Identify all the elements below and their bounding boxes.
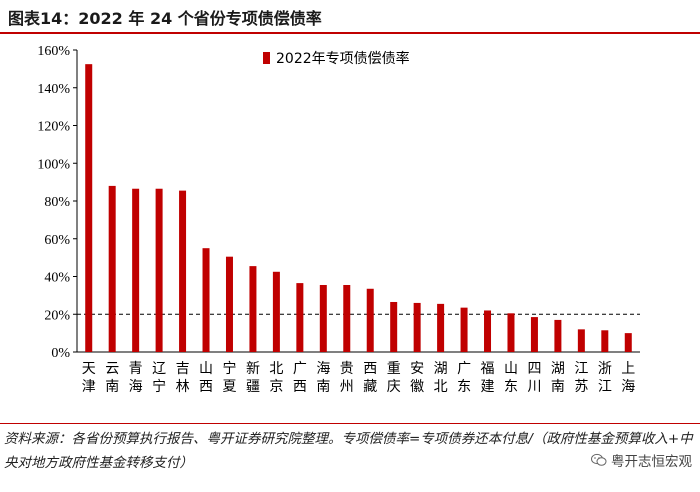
x-tick-label: 贵 bbox=[340, 361, 354, 377]
x-tick-label: 林 bbox=[176, 379, 190, 395]
x-tick-label: 疆 bbox=[246, 379, 260, 395]
bar bbox=[319, 284, 327, 352]
x-tick-label: 东 bbox=[504, 379, 518, 395]
bar-chart: 0%20%40%60%80%100%120%140%160% 天津云南青海辽宁吉… bbox=[37, 44, 640, 395]
x-tick-label: 湖 bbox=[551, 361, 565, 377]
x-tick-label: 广 bbox=[293, 361, 307, 377]
x-tick-label: 青 bbox=[129, 361, 143, 377]
wechat-icon bbox=[591, 453, 607, 466]
bar bbox=[413, 302, 421, 352]
bar bbox=[272, 271, 280, 352]
x-tick-label: 山 bbox=[504, 361, 518, 377]
watermark-text: 粤开志恒宏观 bbox=[611, 454, 692, 470]
x-tick-label: 四 bbox=[527, 361, 541, 377]
y-tick-label: 120% bbox=[37, 120, 70, 135]
bar bbox=[460, 307, 468, 352]
x-tick-label: 南 bbox=[551, 379, 565, 395]
x-tick-label: 江 bbox=[598, 379, 612, 395]
x-tick-label: 海 bbox=[621, 379, 635, 395]
y-tick-label: 100% bbox=[37, 157, 70, 172]
x-tick-label: 西 bbox=[293, 379, 307, 395]
bar bbox=[249, 266, 257, 352]
x-tick-label: 北 bbox=[434, 379, 448, 395]
x-tick-label: 广 bbox=[457, 361, 471, 377]
bar bbox=[179, 190, 187, 352]
x-tick-label: 东 bbox=[457, 379, 471, 395]
y-tick-label: 20% bbox=[44, 308, 70, 323]
legend-label: 2022年专项债偿债率 bbox=[276, 50, 410, 67]
bar bbox=[390, 301, 398, 352]
bar bbox=[108, 185, 116, 352]
x-tick-label: 津 bbox=[82, 379, 96, 395]
x-tick-label: 南 bbox=[105, 379, 119, 395]
footnote-divider bbox=[0, 423, 700, 424]
y-tick-label: 0% bbox=[51, 346, 70, 361]
y-tick-label: 80% bbox=[44, 195, 70, 210]
x-tick-label: 庆 bbox=[387, 379, 401, 395]
x-tick-label: 北 bbox=[269, 361, 283, 377]
x-tick-label: 苏 bbox=[574, 379, 588, 395]
watermark: 粤开志恒宏观 bbox=[587, 450, 692, 470]
bar bbox=[601, 330, 609, 352]
y-tick-label: 60% bbox=[44, 233, 70, 248]
x-tick-label: 安 bbox=[410, 361, 424, 377]
x-tick-label: 海 bbox=[129, 379, 143, 395]
x-tick-label: 上 bbox=[621, 361, 635, 377]
x-tick-label: 云 bbox=[105, 361, 119, 377]
x-tick-label: 西 bbox=[199, 379, 213, 395]
x-tick-label: 徽 bbox=[410, 379, 424, 395]
bar bbox=[155, 188, 163, 352]
x-tick-label: 重 bbox=[387, 361, 401, 377]
x-tick-label: 湖 bbox=[434, 361, 448, 377]
y-tick-label: 40% bbox=[44, 271, 70, 286]
x-tick-label: 江 bbox=[574, 361, 588, 377]
x-tick-label: 福 bbox=[481, 361, 495, 377]
x-tick-label: 新 bbox=[246, 361, 260, 377]
x-tick-label: 藏 bbox=[363, 379, 377, 395]
y-tick-label: 140% bbox=[37, 82, 70, 97]
source-note: 资料来源：各省份预算执行报告、粤开证券研究院整理。专项偿债率=专项债券还本付息/… bbox=[4, 431, 693, 471]
bar bbox=[343, 284, 351, 352]
bar bbox=[530, 317, 538, 352]
x-tick-label: 夏 bbox=[222, 379, 236, 395]
bar bbox=[85, 64, 93, 352]
x-tick-label: 川 bbox=[527, 379, 541, 395]
legend: 2022年专项债偿债率 bbox=[263, 50, 410, 67]
y-tick-label: 160% bbox=[37, 44, 70, 59]
x-tick-label: 吉 bbox=[176, 361, 190, 377]
bar bbox=[437, 303, 445, 352]
x-tick-label: 辽 bbox=[152, 361, 166, 377]
x-tick-label: 浙 bbox=[598, 361, 612, 377]
x-tick-label: 海 bbox=[316, 361, 330, 377]
bars bbox=[85, 64, 632, 352]
bar bbox=[484, 310, 492, 352]
chart-title: 图表14：2022 年 24 个省份专项债偿债率 bbox=[8, 9, 322, 28]
legend-swatch bbox=[263, 52, 270, 64]
bar bbox=[507, 313, 515, 352]
x-tick-label: 南 bbox=[316, 379, 330, 395]
bar bbox=[225, 256, 233, 352]
bar bbox=[624, 333, 632, 352]
x-tick-label: 州 bbox=[340, 379, 354, 395]
bar bbox=[202, 248, 210, 352]
x-tick-label: 天 bbox=[82, 361, 96, 377]
bar bbox=[366, 288, 374, 352]
y-axis: 0% 20% 40% 60% 80% 100% 120% 140% 160% bbox=[37, 44, 640, 361]
bar bbox=[554, 319, 562, 352]
x-axis-labels: 天津云南青海辽宁吉林山西宁夏新疆北京广西海南贵州西藏重庆安徽湖北广东福建山东四川… bbox=[82, 360, 636, 395]
title-underline bbox=[0, 32, 700, 34]
x-tick-label: 宁 bbox=[222, 360, 236, 377]
x-tick-label: 建 bbox=[481, 379, 495, 395]
x-tick-label: 西 bbox=[363, 361, 377, 377]
x-tick-label: 山 bbox=[199, 361, 213, 377]
bar bbox=[132, 188, 140, 352]
bar bbox=[296, 283, 304, 352]
x-tick-label: 宁 bbox=[152, 378, 166, 395]
bar bbox=[577, 329, 585, 352]
x-tick-label: 京 bbox=[269, 379, 283, 395]
